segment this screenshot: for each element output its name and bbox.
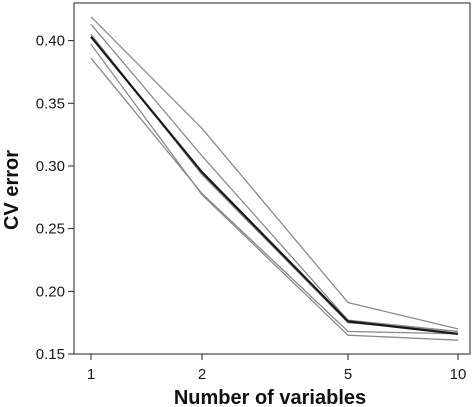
y-tick-label: 0.35: [36, 95, 65, 112]
y-tick-label: 0.40: [36, 33, 65, 50]
x-axis: 1 2 5 10: [87, 354, 467, 383]
series-line-5: [90, 33, 459, 333]
y-tick-label: 0.20: [36, 283, 65, 300]
x-tick-label: 1: [87, 366, 95, 383]
x-tick-label: 2: [198, 366, 206, 383]
series-line-3: [90, 57, 459, 335]
series-line-2: [90, 23, 459, 333]
y-tick-label: 0.15: [36, 346, 65, 363]
x-tick-label: 10: [450, 366, 467, 383]
series-line-1: [90, 16, 459, 330]
series-line-4: [90, 44, 459, 341]
y-tick-label: 0.30: [36, 158, 65, 175]
x-axis-title: Number of variables: [174, 387, 366, 407]
y-tick-label: 0.25: [36, 221, 65, 238]
series-layer: [90, 16, 459, 341]
y-axis-title: CV error: [1, 150, 23, 230]
y-axis: 0.15 0.20 0.25 0.30 0.35 0.40: [36, 33, 74, 363]
plot-border: [73, 2, 471, 355]
x-tick-label: 5: [344, 366, 352, 383]
series-line-6: [90, 36, 459, 335]
plot-frame: [73, 2, 471, 355]
